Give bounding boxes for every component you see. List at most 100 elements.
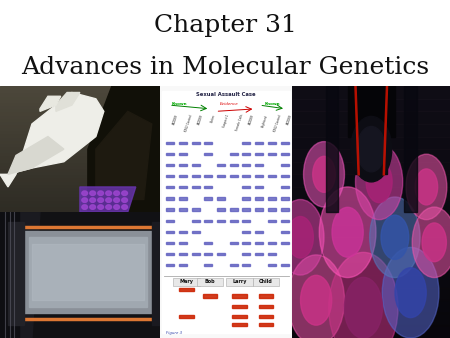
Polygon shape xyxy=(243,253,251,255)
Bar xyxy=(0,108,160,111)
Bar xyxy=(292,174,450,187)
Polygon shape xyxy=(268,242,276,244)
Bar xyxy=(0,165,160,168)
Polygon shape xyxy=(204,186,212,188)
Polygon shape xyxy=(280,175,288,177)
Circle shape xyxy=(277,199,324,275)
Polygon shape xyxy=(179,253,187,255)
Text: Advances in Molecular Genetics: Advances in Molecular Genetics xyxy=(21,56,429,79)
Polygon shape xyxy=(192,209,200,211)
Polygon shape xyxy=(192,231,200,233)
Polygon shape xyxy=(204,242,212,244)
Bar xyxy=(0,115,160,118)
Polygon shape xyxy=(255,231,263,233)
Polygon shape xyxy=(166,209,174,211)
Bar xyxy=(0,168,160,171)
Circle shape xyxy=(313,156,335,192)
Polygon shape xyxy=(0,212,40,338)
Text: Child: Child xyxy=(259,279,273,284)
Polygon shape xyxy=(255,153,263,155)
Polygon shape xyxy=(280,142,288,144)
Circle shape xyxy=(422,223,446,262)
Polygon shape xyxy=(230,175,238,177)
Bar xyxy=(292,288,450,300)
Bar xyxy=(0,140,160,143)
Polygon shape xyxy=(217,253,225,255)
Polygon shape xyxy=(243,264,251,266)
Bar xyxy=(292,86,450,99)
Circle shape xyxy=(381,215,409,260)
Polygon shape xyxy=(166,242,174,244)
Circle shape xyxy=(90,198,95,202)
Polygon shape xyxy=(204,142,212,144)
Polygon shape xyxy=(243,197,251,199)
Polygon shape xyxy=(268,175,276,177)
Polygon shape xyxy=(217,209,225,211)
Bar xyxy=(0,137,160,140)
Bar xyxy=(292,99,450,111)
Polygon shape xyxy=(268,264,276,266)
Text: Female Cells: Female Cells xyxy=(235,114,244,131)
Circle shape xyxy=(288,217,313,258)
Polygon shape xyxy=(32,244,144,300)
Text: Suspect 1: Suspect 1 xyxy=(222,114,230,128)
Circle shape xyxy=(328,252,398,338)
Bar xyxy=(292,300,450,313)
Bar xyxy=(0,174,160,177)
Bar xyxy=(292,212,450,225)
Circle shape xyxy=(303,142,345,207)
Polygon shape xyxy=(232,323,247,326)
Bar xyxy=(0,89,160,93)
Polygon shape xyxy=(192,253,200,255)
Polygon shape xyxy=(204,175,212,177)
Polygon shape xyxy=(280,197,288,199)
Bar xyxy=(292,137,450,149)
Circle shape xyxy=(114,205,120,209)
Circle shape xyxy=(114,191,120,195)
Polygon shape xyxy=(179,315,194,318)
Polygon shape xyxy=(179,142,187,144)
Bar xyxy=(292,313,450,325)
Polygon shape xyxy=(204,219,212,222)
Bar xyxy=(292,149,450,162)
Polygon shape xyxy=(255,175,263,177)
Polygon shape xyxy=(230,164,238,166)
Text: LADDER: LADDER xyxy=(172,114,179,126)
Bar xyxy=(0,190,160,193)
Circle shape xyxy=(98,198,104,202)
Circle shape xyxy=(106,191,112,195)
Polygon shape xyxy=(255,186,263,188)
Polygon shape xyxy=(259,315,273,318)
Circle shape xyxy=(288,255,345,338)
Bar xyxy=(0,187,160,190)
Polygon shape xyxy=(232,305,247,308)
Polygon shape xyxy=(325,86,338,212)
Polygon shape xyxy=(259,294,273,298)
Text: Larry: Larry xyxy=(232,279,247,284)
Polygon shape xyxy=(0,93,104,187)
Polygon shape xyxy=(232,315,247,318)
Bar xyxy=(292,275,450,288)
Polygon shape xyxy=(280,231,288,233)
Bar xyxy=(0,152,160,155)
Polygon shape xyxy=(255,142,263,144)
Polygon shape xyxy=(179,164,187,166)
Polygon shape xyxy=(166,264,174,266)
Polygon shape xyxy=(179,197,187,199)
Polygon shape xyxy=(192,142,200,144)
Polygon shape xyxy=(179,264,187,266)
Polygon shape xyxy=(88,86,160,212)
Polygon shape xyxy=(179,231,187,233)
Polygon shape xyxy=(280,264,288,266)
Polygon shape xyxy=(243,153,251,155)
Polygon shape xyxy=(255,209,263,211)
Text: Mary: Mary xyxy=(180,279,193,284)
Polygon shape xyxy=(280,164,288,166)
Polygon shape xyxy=(192,219,200,222)
Circle shape xyxy=(412,207,450,277)
Polygon shape xyxy=(232,294,247,298)
Text: Chapter 31: Chapter 31 xyxy=(153,14,297,38)
Text: Figure 3: Figure 3 xyxy=(166,332,183,336)
Polygon shape xyxy=(255,197,263,199)
Circle shape xyxy=(319,187,376,277)
